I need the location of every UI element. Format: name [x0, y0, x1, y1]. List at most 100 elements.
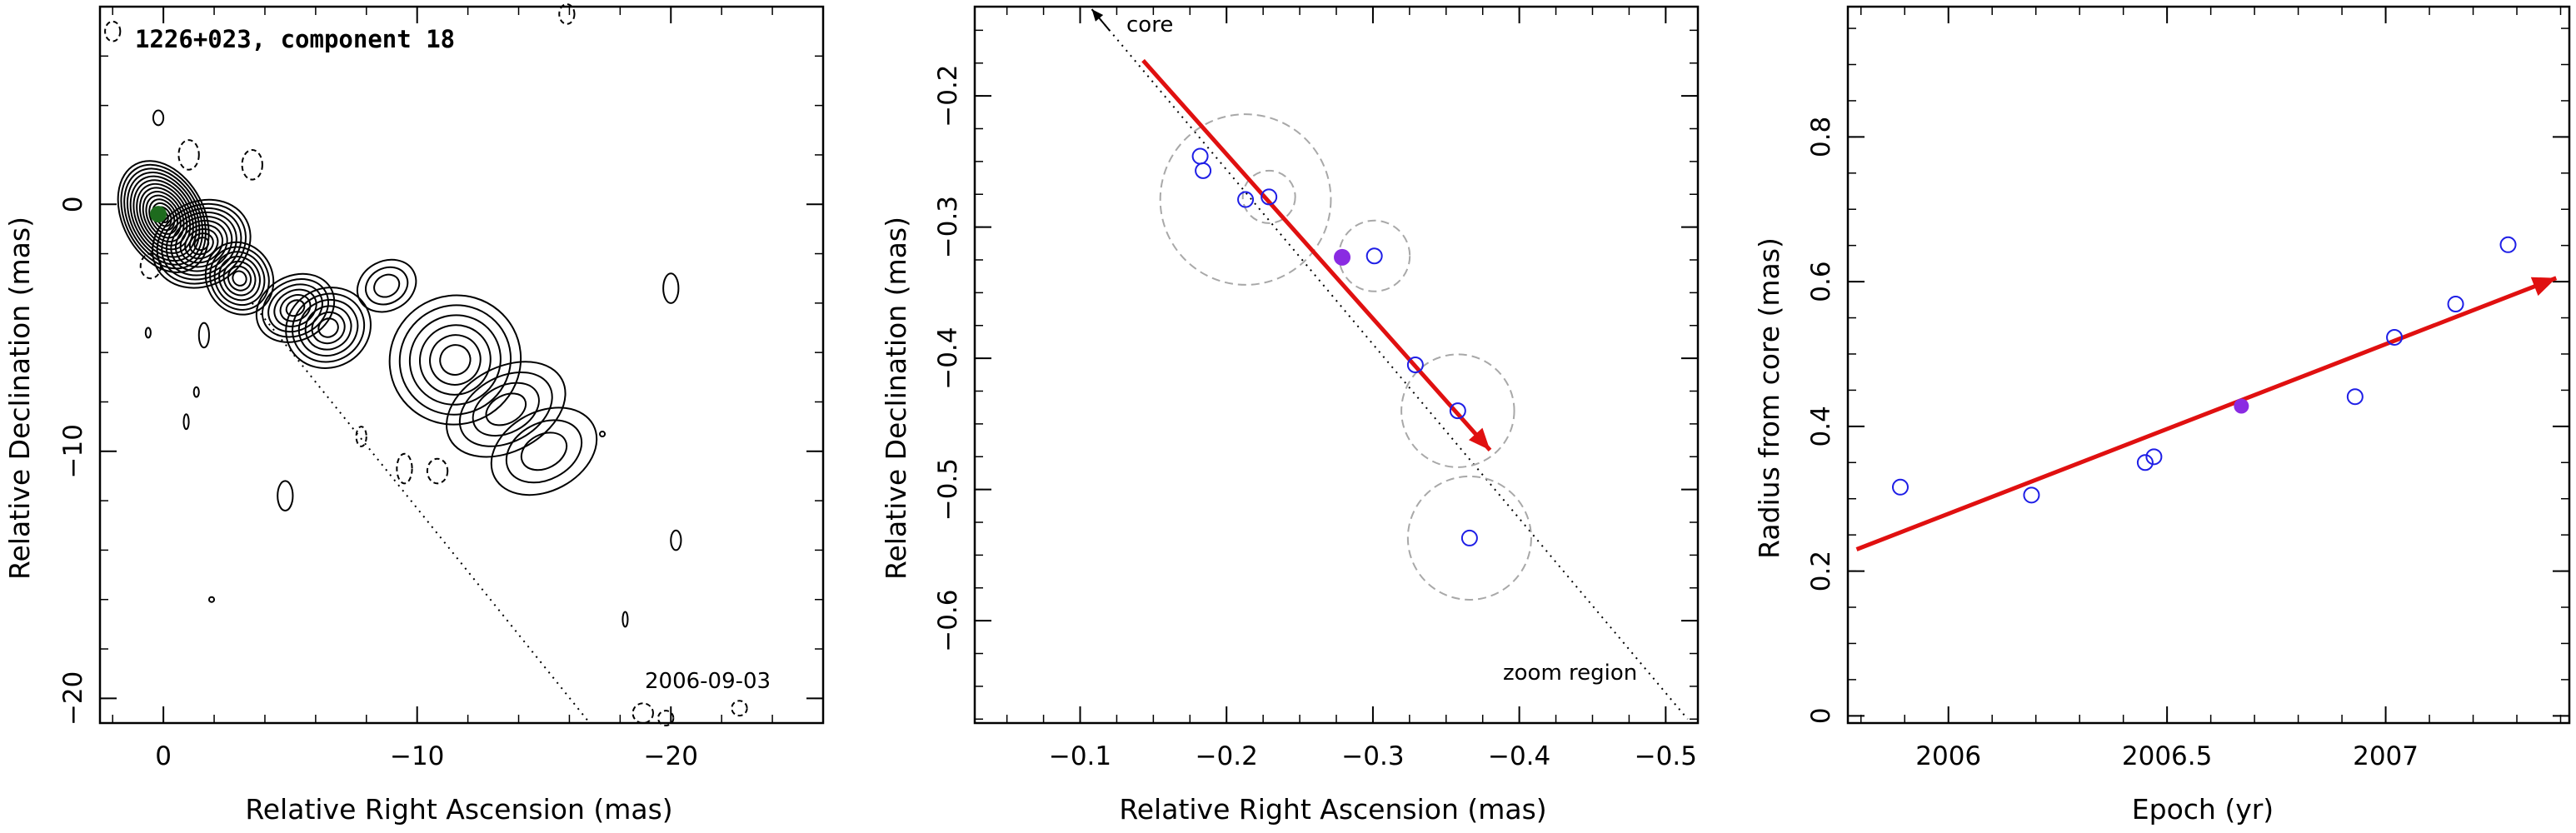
core-arrow-head [1091, 9, 1104, 22]
contour-line [365, 266, 409, 306]
data-point [1237, 191, 1255, 208]
y-tick-label: 0 [1806, 707, 1836, 724]
direction-dotted-line [1091, 8, 1689, 720]
contour-line [209, 246, 270, 311]
x-tick-label: −0.1 [1049, 741, 1111, 771]
error-circle [1400, 353, 1515, 468]
contour-line [490, 407, 598, 496]
contour-line [429, 334, 482, 386]
contour-line [408, 314, 502, 406]
contour-line [262, 278, 330, 338]
contour-line [317, 317, 339, 338]
x-tick-label: 2006 [1915, 741, 1981, 771]
contour-line [117, 160, 210, 273]
y-tick-label: −0.3 [933, 196, 963, 258]
contour-line [472, 382, 540, 437]
plot-area: 0 −10 −20 0 −10 −20 [58, 3, 825, 771]
y-tick-label: 0.4 [1806, 406, 1836, 446]
y-axis-label: Relative Declination (mas) [880, 217, 912, 580]
contour-line [170, 215, 233, 272]
negative-contour [396, 452, 413, 485]
positive-contour [622, 611, 629, 628]
x-tick-label: −0.4 [1488, 741, 1550, 771]
data-point [2136, 454, 2154, 471]
x-tick-label: −20 [644, 741, 698, 771]
x-tick-label: 2007 [2353, 741, 2419, 771]
data-point [2346, 388, 2364, 406]
negative-contour [632, 702, 654, 725]
x-axis-label: Relative Right Ascension (mas) [1119, 793, 1546, 826]
negative-contour [426, 457, 449, 485]
velocity-arrow [1141, 58, 1492, 452]
y-axis-label: Relative Declination (mas) [3, 217, 36, 580]
data-point [1365, 247, 1383, 265]
data-point [1191, 147, 1209, 165]
zoom-region-label: zoom region [1503, 661, 1637, 686]
y-tick-label: −0.4 [933, 327, 963, 389]
error-circle [1159, 113, 1332, 286]
x-axis-label: Epoch (yr) [2132, 793, 2274, 826]
negative-contour [355, 426, 367, 447]
contour-line [285, 287, 372, 369]
x-axis-label: Relative Right Ascension (mas) [245, 793, 672, 826]
contour-line [213, 251, 266, 307]
x-tick-label: 0 [155, 741, 172, 771]
negative-contour [558, 3, 576, 25]
core-label: core [1126, 12, 1173, 37]
contour-line [458, 371, 553, 447]
contour-line [227, 265, 252, 292]
x-tick-label: −10 [390, 741, 444, 771]
x-tick-label: −0.3 [1341, 741, 1404, 771]
contour-line [388, 294, 522, 426]
highlighted-point [2234, 398, 2249, 414]
positive-contour [197, 322, 210, 349]
plot-frame [973, 5, 1700, 725]
negative-contour [657, 710, 675, 726]
positive-contour [152, 109, 165, 127]
contour-line [123, 167, 204, 266]
fit-arrow [1855, 276, 2558, 551]
negative-contour [177, 139, 200, 171]
positive-contour [670, 529, 682, 551]
contour-line [255, 272, 336, 343]
panel-position-zoom: −0.1 −0.2 −0.3 −0.4 −0.5 −0.2 −0.3 −0.4 −0.5 −0.6… [880, 5, 1700, 826]
y-tick-label: −0.2 [933, 64, 963, 127]
contour-line [485, 392, 527, 426]
plot-frame [98, 5, 825, 725]
contour-line [222, 260, 257, 297]
data-point [2386, 328, 2404, 346]
data-point [1406, 357, 1424, 373]
data-point [2023, 486, 2040, 504]
plot-area: −0.1 −0.2 −0.3 −0.4 −0.5 −0.2 −0.3 −0.4 −0.5 −0.6 [933, 5, 1700, 771]
data-point [1195, 162, 1212, 179]
positive-contour [598, 431, 607, 438]
highlighted-point [1334, 248, 1351, 266]
contour-line [297, 298, 359, 357]
data-point [1449, 402, 1466, 420]
contour-line [373, 273, 401, 298]
contour-line [184, 228, 219, 260]
y-tick-label: −10 [58, 424, 88, 478]
positive-contour [207, 596, 216, 603]
data-point [2499, 236, 2517, 253]
fit-arrow-head [2530, 277, 2557, 297]
contour-line [188, 232, 214, 256]
contour-line [418, 324, 492, 396]
negative-contour [731, 700, 748, 717]
positive-contour [182, 413, 190, 431]
component-marker [150, 206, 167, 223]
positive-contour [662, 272, 680, 304]
contour-line [161, 207, 242, 281]
contour-line [311, 311, 346, 345]
contour-line [179, 224, 224, 264]
negative-contour [241, 149, 263, 181]
y-tick-label: −0.5 [933, 458, 963, 521]
x-tick-label: 2006.5 [2122, 741, 2212, 771]
negative-contour [139, 252, 162, 280]
date-annotation: 2006-09-03 [645, 669, 771, 694]
contour-line [152, 198, 252, 289]
data-point [1891, 478, 1909, 496]
contour-line [304, 305, 352, 351]
x-tick-label: −0.2 [1196, 741, 1258, 771]
